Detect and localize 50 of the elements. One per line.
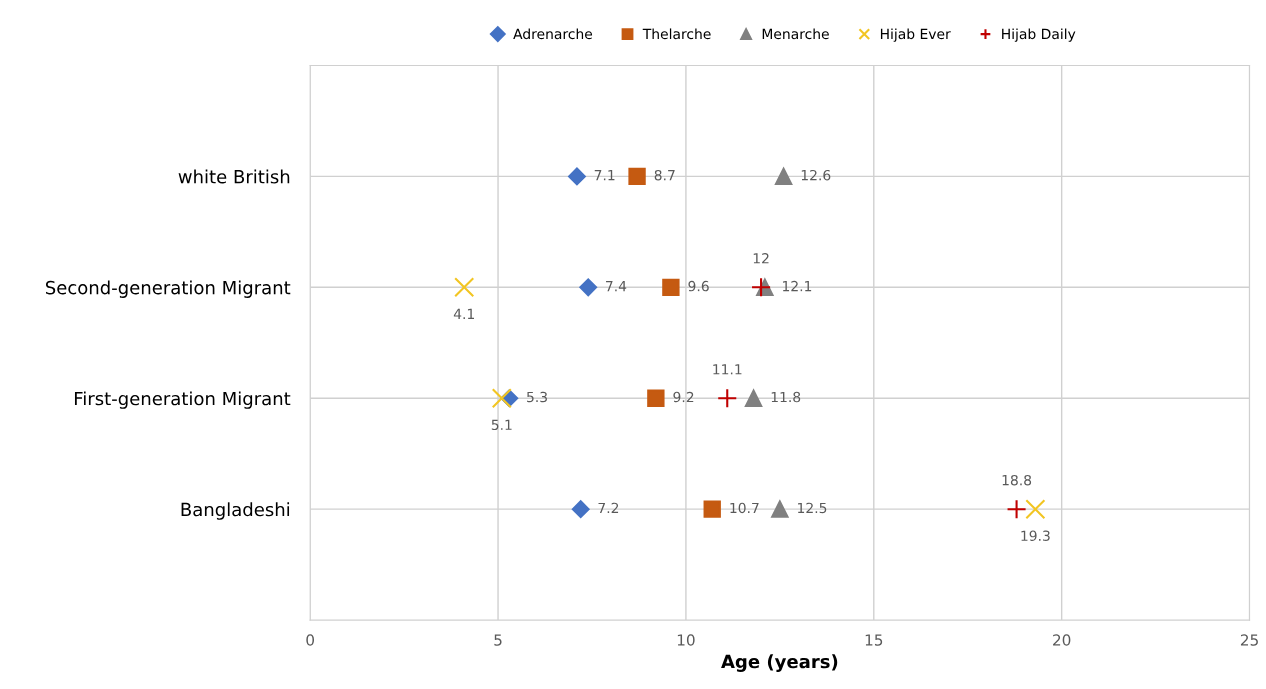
x-tick-label: 20: [1053, 634, 1071, 646]
data-label: 11.1: [713, 364, 742, 375]
data-label: 12: [753, 253, 769, 264]
data-label: 7.1: [594, 170, 615, 181]
data-label: 8.7: [654, 169, 675, 181]
point: [662, 278, 680, 296]
data-label: 7.4: [606, 281, 627, 292]
x-tick-label: 15: [865, 634, 883, 646]
point: [703, 500, 721, 518]
point: [1006, 499, 1027, 520]
data-label: 19.3: [1021, 530, 1050, 541]
legend-label: Thelarche: [642, 28, 711, 40]
data-label: 12.6: [801, 169, 831, 181]
point: [717, 388, 738, 409]
y-tick-label: Bangladeshi: [181, 502, 290, 520]
point: [744, 389, 763, 407]
x-tick-label: 25: [1240, 634, 1258, 646]
point: [568, 167, 586, 186]
point: [1025, 499, 1046, 520]
point: [454, 277, 475, 298]
legend-label: Hijab Ever: [880, 28, 951, 42]
data-label: 5.3: [527, 391, 547, 403]
point: [571, 500, 590, 519]
data-label: 9.6: [688, 280, 709, 292]
point: [751, 277, 772, 298]
data-label: 12.5: [798, 502, 827, 514]
legend-label: Menarche: [762, 28, 829, 40]
x-tick-label: 0: [306, 634, 315, 646]
y-tick-label: Second-generation Migrant: [45, 280, 291, 298]
point: [579, 278, 598, 297]
point: [647, 389, 665, 407]
y-tick-label: white British: [178, 169, 290, 184]
y-tick-label: First-generation Migrant: [74, 391, 291, 409]
data-label: 5.1: [491, 419, 512, 431]
point: [774, 167, 793, 186]
data-label: 9.2: [673, 391, 694, 403]
data-label: 18.8: [1002, 474, 1032, 486]
data-label: 12.1: [783, 280, 812, 292]
x-tick-label: 5: [494, 634, 502, 646]
point: [491, 388, 512, 409]
data-label: 4.1: [453, 308, 474, 319]
legend-label: Adrenarche: [513, 28, 593, 40]
x-tick-label: 10: [677, 634, 695, 646]
data-label: 10.7: [730, 502, 759, 514]
legend-label: Hijab Daily: [1002, 28, 1076, 42]
point: [628, 167, 646, 186]
point: [771, 500, 789, 518]
x-axis-title: Age (years): [721, 654, 838, 672]
data-label: 7.2: [598, 502, 619, 513]
data-label: 11.8: [771, 391, 801, 403]
